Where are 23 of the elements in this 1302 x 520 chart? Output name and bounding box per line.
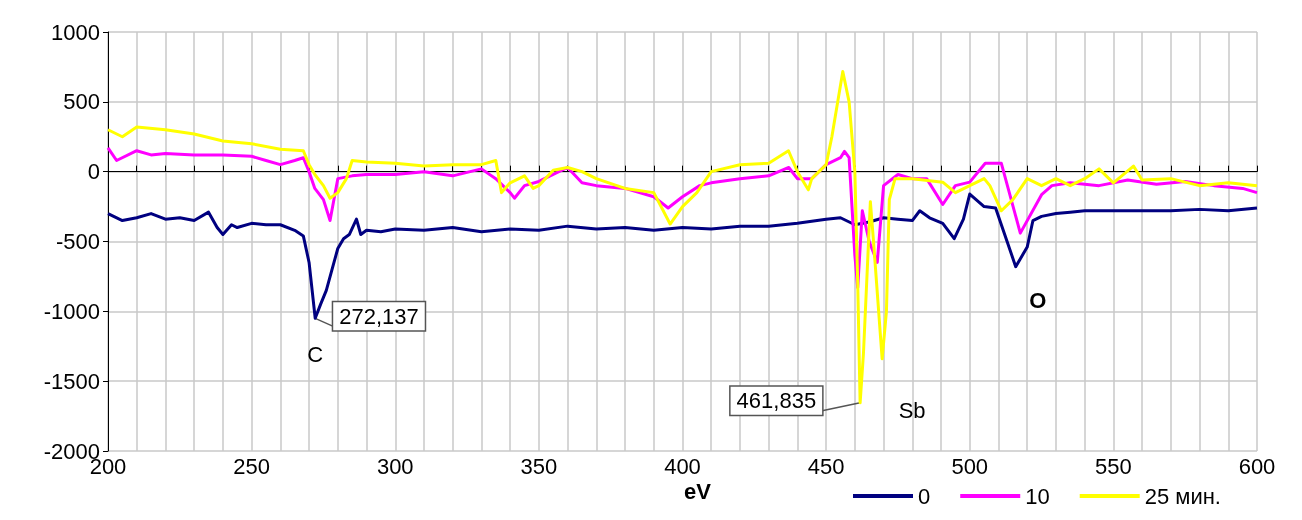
x-tick-label: 350 <box>520 453 558 479</box>
x-tick-label: 600 <box>1238 453 1276 479</box>
y-tick-label: -1500 <box>43 368 100 394</box>
x-tick-label: 300 <box>376 453 414 479</box>
legend-label: 25 мин. <box>1144 483 1221 509</box>
x-tick-label: 450 <box>807 453 845 479</box>
x-tick-label: 550 <box>1095 453 1132 479</box>
y-tick-label: 500 <box>63 89 100 115</box>
y-tick-label: -1000 <box>43 298 100 324</box>
y-tick-label: 1000 <box>51 19 100 45</box>
annotation: 461,835 <box>736 388 817 414</box>
x-tick-label: 500 <box>951 453 989 479</box>
annotation: O <box>1029 288 1047 314</box>
x-axis-title: eV <box>684 478 712 504</box>
x-tick-label: 250 <box>233 453 270 479</box>
x-tick-label: 400 <box>664 453 701 479</box>
annotation: C <box>307 341 324 367</box>
annotation: Sb <box>898 398 926 424</box>
legend-label: 10 <box>1025 483 1050 509</box>
y-tick-label: 0 <box>87 159 100 185</box>
annotation: 272,137 <box>339 303 419 329</box>
legend-label: 0 <box>918 483 931 509</box>
y-tick-label: -500 <box>55 229 100 254</box>
